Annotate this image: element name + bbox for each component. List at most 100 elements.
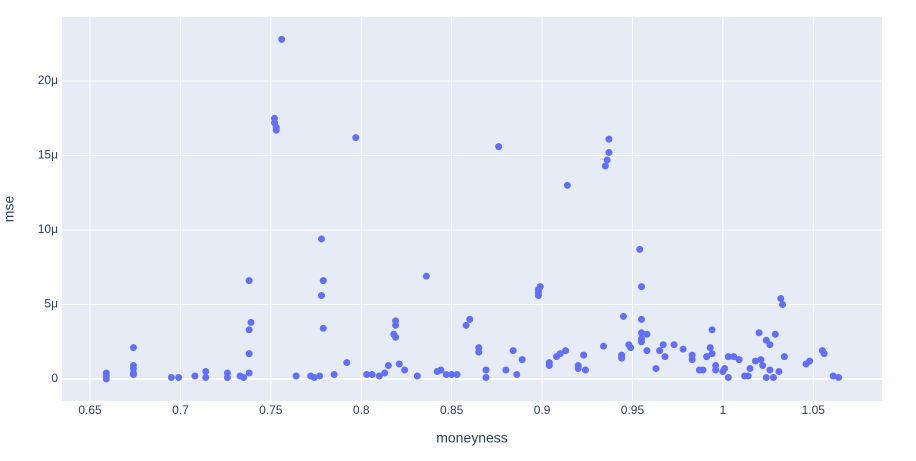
point bbox=[581, 366, 589, 374]
point bbox=[746, 365, 754, 373]
point bbox=[448, 370, 456, 378]
point bbox=[518, 356, 526, 364]
point bbox=[502, 366, 510, 374]
point bbox=[442, 370, 450, 378]
point bbox=[278, 35, 286, 43]
point bbox=[643, 347, 651, 355]
point bbox=[245, 326, 253, 334]
ticks: 0.65 0.7 0.75 0.8 0.85 0.9 0.95 1 1.05 0 5μ 10μ 15μ 2… bbox=[38, 73, 826, 417]
point bbox=[475, 348, 483, 356]
point bbox=[240, 373, 248, 381]
x-tick-label: 0.75 bbox=[259, 403, 283, 417]
point bbox=[618, 354, 626, 362]
point bbox=[670, 341, 678, 349]
point bbox=[167, 373, 175, 381]
point bbox=[708, 326, 716, 334]
point bbox=[245, 369, 253, 377]
point bbox=[352, 134, 360, 142]
point bbox=[724, 373, 732, 381]
point bbox=[317, 292, 325, 300]
point bbox=[482, 373, 490, 381]
point bbox=[316, 372, 324, 380]
point bbox=[509, 347, 517, 355]
point bbox=[437, 366, 445, 374]
point bbox=[638, 329, 646, 337]
point bbox=[513, 370, 521, 378]
point bbox=[652, 365, 660, 373]
point bbox=[245, 277, 253, 285]
point bbox=[627, 344, 635, 352]
point bbox=[563, 181, 571, 189]
x-tick-label: 0.7 bbox=[172, 403, 189, 417]
point bbox=[656, 347, 664, 355]
point bbox=[580, 351, 588, 359]
point bbox=[381, 369, 389, 377]
point bbox=[102, 375, 110, 383]
x-tick-label: 0.65 bbox=[78, 403, 102, 417]
point bbox=[330, 370, 338, 378]
point bbox=[835, 373, 843, 381]
point bbox=[317, 235, 325, 243]
point bbox=[780, 353, 788, 361]
point bbox=[556, 350, 564, 358]
x-tick-label: 1 bbox=[720, 403, 727, 417]
point bbox=[392, 333, 400, 341]
point bbox=[562, 347, 570, 355]
x-tick-label: 0.95 bbox=[621, 403, 645, 417]
point bbox=[730, 353, 738, 361]
point bbox=[384, 362, 392, 370]
point bbox=[129, 344, 137, 352]
point bbox=[202, 373, 210, 381]
point bbox=[724, 353, 732, 361]
point bbox=[375, 372, 383, 380]
point bbox=[247, 318, 255, 326]
y-tick-label: 15μ bbox=[38, 148, 58, 162]
x-tick-label: 1.05 bbox=[802, 403, 826, 417]
point bbox=[129, 370, 137, 378]
point bbox=[223, 373, 231, 381]
point bbox=[495, 143, 503, 151]
point bbox=[319, 277, 327, 285]
point bbox=[771, 330, 779, 338]
point bbox=[368, 370, 376, 378]
point bbox=[712, 366, 720, 374]
y-tick-label: 5μ bbox=[44, 297, 58, 311]
point bbox=[679, 345, 687, 353]
point bbox=[703, 353, 711, 361]
point bbox=[759, 362, 767, 370]
point bbox=[708, 350, 716, 358]
point bbox=[310, 373, 318, 381]
point bbox=[770, 373, 778, 381]
point bbox=[292, 372, 300, 380]
point bbox=[659, 341, 667, 349]
point bbox=[601, 162, 609, 170]
point bbox=[413, 372, 421, 380]
point bbox=[574, 365, 582, 373]
points bbox=[102, 35, 843, 383]
point bbox=[363, 370, 371, 378]
point bbox=[638, 338, 646, 346]
point bbox=[395, 360, 403, 368]
point bbox=[272, 126, 280, 134]
point bbox=[779, 300, 787, 308]
point bbox=[806, 357, 814, 365]
point bbox=[482, 366, 490, 374]
x-tick-label: 0.85 bbox=[440, 403, 464, 417]
point bbox=[735, 356, 743, 364]
point bbox=[706, 344, 714, 352]
point bbox=[766, 366, 774, 374]
point bbox=[757, 356, 765, 364]
point bbox=[751, 357, 759, 365]
point bbox=[319, 324, 327, 332]
point bbox=[775, 368, 783, 376]
point bbox=[343, 359, 351, 367]
point bbox=[777, 295, 785, 303]
point bbox=[636, 245, 644, 253]
point bbox=[638, 315, 646, 323]
point bbox=[661, 353, 669, 361]
point bbox=[536, 283, 544, 291]
point bbox=[392, 321, 400, 329]
point bbox=[462, 321, 470, 329]
